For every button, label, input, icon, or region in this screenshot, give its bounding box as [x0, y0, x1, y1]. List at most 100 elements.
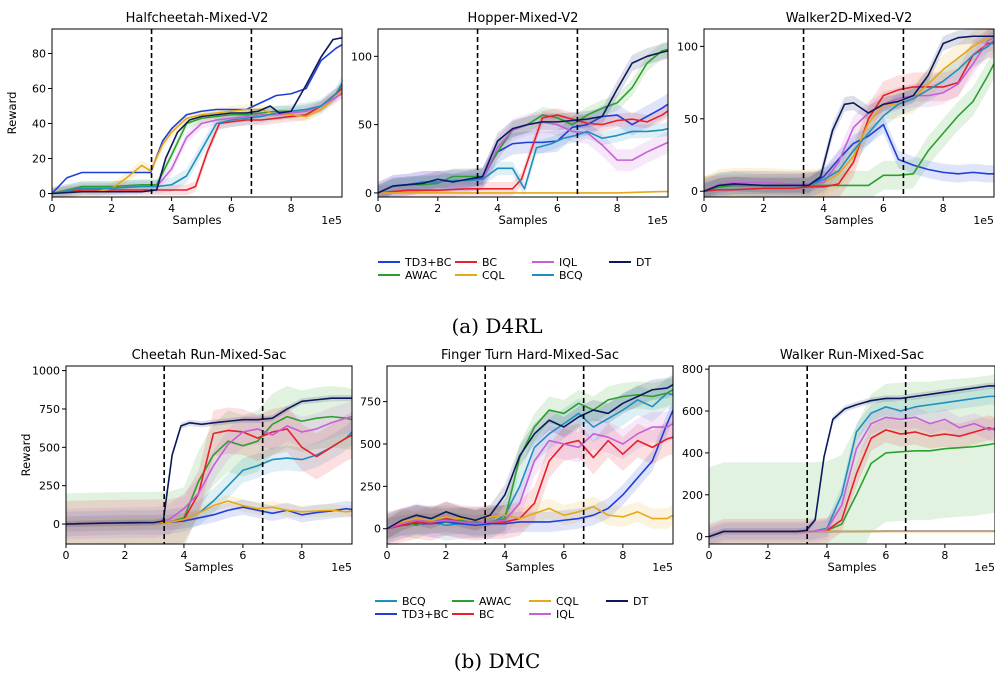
line-dt — [52, 36, 342, 195]
y-tick-label: 800 — [682, 363, 703, 376]
svg-text:BCQ: BCQ — [559, 269, 583, 282]
x-tick-label: 8 — [614, 202, 621, 215]
band-td3-bc — [378, 93, 668, 197]
y-axis-label: Reward — [19, 434, 33, 477]
band-bc — [66, 405, 352, 544]
x-exponent-label: 1e5 — [647, 214, 668, 227]
svg-text:TD3+BC: TD3+BC — [404, 256, 452, 269]
x-tick-label: 0 — [701, 202, 708, 215]
x-tick-label: 6 — [880, 202, 887, 215]
x-tick-label: 4 — [823, 549, 830, 562]
svg-text:DT: DT — [636, 256, 651, 269]
axes-frame — [708, 365, 995, 545]
panel-title: Halfcheetah-Mixed-V2 — [126, 11, 269, 26]
axes-frame — [51, 28, 343, 198]
x-exponent-label: 1e5 — [652, 561, 673, 574]
x-tick-label: 6 — [554, 202, 561, 215]
panel-title: Walker Run-Mixed-Sac — [780, 348, 924, 363]
band-dt — [378, 42, 668, 197]
x-tick-label: 0 — [63, 549, 70, 562]
x-tick-label: 0 — [49, 202, 56, 215]
x-axis-label: Samples — [824, 213, 873, 227]
panel-hopper-mixed-v2: 0 2 4 6 8 0 50 100 Hopper-Mixed-V2 Samples 1e5 — [351, 11, 669, 227]
plot-area — [66, 385, 352, 544]
caption-dmc: (b) DMC — [454, 649, 541, 673]
y-tick-label: 600 — [682, 405, 703, 418]
y-tick-label: 750 — [360, 396, 381, 409]
y-tick-label: 500 — [360, 438, 381, 451]
plot-area — [52, 36, 342, 197]
line-iql — [387, 422, 673, 530]
x-tick-label: 2 — [442, 549, 449, 562]
band-bcq — [66, 419, 352, 537]
x-exponent-label: 1e5 — [331, 561, 352, 574]
svg-text:BC: BC — [482, 256, 497, 269]
line-bc — [378, 110, 668, 194]
plot-area — [378, 41, 668, 197]
line-dt — [378, 50, 668, 194]
y-tick-label: 750 — [39, 403, 60, 416]
x-tick-label: 4 — [180, 549, 187, 562]
legend-item-td3-bc: TD3+BC — [375, 608, 449, 621]
legend-item-dt: DT — [606, 595, 648, 608]
line-bcq — [52, 82, 342, 195]
band-iql — [378, 110, 668, 197]
x-tick-label: 6 — [882, 549, 889, 562]
legend-item-td3-bc: TD3+BC — [378, 256, 452, 269]
y-tick-label: 0 — [374, 523, 381, 536]
x-tick-label: 0 — [706, 549, 713, 562]
y-tick-label: 400 — [682, 447, 703, 460]
y-tick-label: 500 — [39, 441, 60, 454]
y-tick-label: 80 — [32, 48, 46, 61]
x-axis-label: Samples — [827, 560, 876, 574]
svg-text:CQL: CQL — [556, 595, 579, 608]
x-tick-label: 2 — [434, 202, 441, 215]
legend-item-bcq: BCQ — [532, 269, 583, 282]
legend-item-dt: DT — [609, 256, 651, 269]
band-bcq — [704, 29, 994, 197]
legend-item-awac: AWAC — [452, 595, 512, 608]
panel-title: Cheetah Run-Mixed-Sac — [132, 348, 287, 363]
axes-frame — [377, 28, 669, 198]
y-tick-label: 1000 — [32, 365, 60, 378]
legend-item-cql: CQL — [529, 595, 579, 608]
x-tick-label: 2 — [760, 202, 767, 215]
band-iql — [704, 29, 994, 197]
legend-item-iql: IQL — [532, 256, 578, 269]
y-tick-label: 100 — [677, 40, 698, 53]
line-cql — [378, 190, 668, 194]
svg-text:IQL: IQL — [559, 256, 578, 269]
band-bc — [709, 415, 995, 544]
x-exponent-label: 1e5 — [974, 561, 995, 574]
panel-walker2d-mixed-v2: 0 2 4 6 8 0 50 100 Walker2D-Mixed-V2 Samples 1e5 — [677, 11, 995, 227]
y-tick-label: 50 — [684, 113, 698, 126]
plot-area — [387, 374, 673, 544]
svg-text:BCQ: BCQ — [402, 595, 426, 608]
axes-frame — [703, 28, 995, 198]
line-cql — [387, 505, 673, 530]
panel-title: Walker2D-Mixed-V2 — [786, 11, 912, 26]
y-tick-label: 0 — [691, 185, 698, 198]
line-dt — [704, 35, 994, 192]
svg-text:AWAC: AWAC — [405, 269, 438, 282]
band-iql — [709, 406, 995, 544]
x-exponent-label: 1e5 — [321, 214, 342, 227]
svg-text:AWAC: AWAC — [479, 595, 512, 608]
x-tick-label: 8 — [940, 202, 947, 215]
x-axis-label: Samples — [498, 213, 547, 227]
panel-title: Finger Turn Hard-Mixed-Sac — [441, 348, 619, 363]
y-tick-label: 40 — [32, 118, 46, 131]
line-cql — [52, 91, 342, 195]
x-tick-label: 0 — [384, 549, 391, 562]
x-tick-label: 8 — [941, 549, 948, 562]
legend-item-cql: CQL — [455, 269, 505, 282]
y-tick-label: 20 — [32, 153, 46, 166]
band-awac — [66, 385, 352, 544]
svg-text:CQL: CQL — [482, 269, 505, 282]
panel-title: Hopper-Mixed-V2 — [468, 11, 579, 26]
svg-text:BC: BC — [479, 608, 494, 621]
legend-item-iql: IQL — [529, 608, 575, 621]
band-awac — [378, 41, 668, 197]
